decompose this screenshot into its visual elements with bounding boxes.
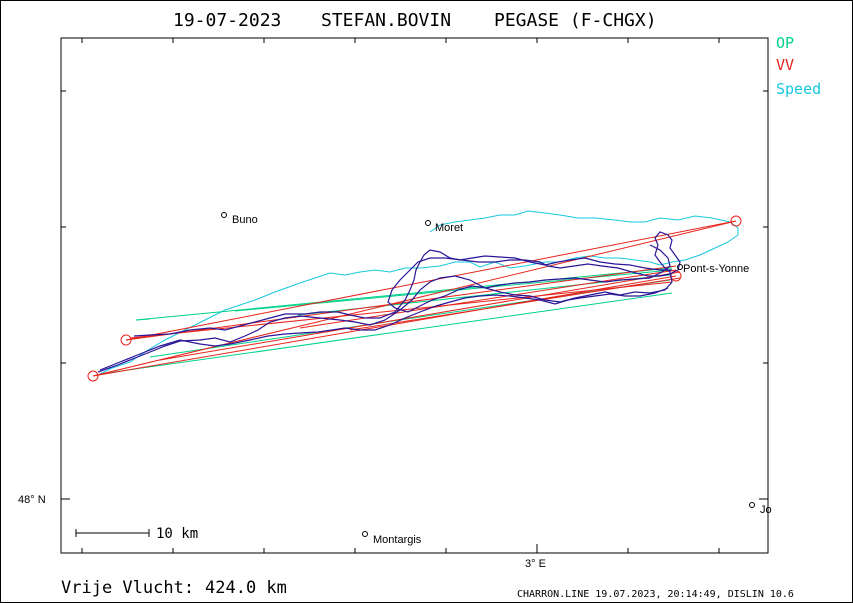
lat-label: 48° N — [18, 494, 46, 506]
flight-track — [97, 231, 681, 373]
lon-label: 3° E — [525, 558, 546, 570]
header-glider: PEGASE (F-CHGX) — [494, 10, 657, 31]
flight-track-3 — [99, 287, 669, 371]
header-pilot: STEFAN.BOVIN — [321, 10, 451, 31]
svg-text:Jo: Jo — [760, 504, 772, 516]
svg-text:Buno: Buno — [232, 214, 258, 226]
town-buno: Buno — [221, 212, 258, 226]
legend-vv: VV — [776, 56, 794, 74]
turnpoint-east — [730, 215, 742, 227]
plot-area — [60, 37, 769, 554]
town-moret: Moret — [425, 220, 463, 234]
legend-op: OP — [776, 34, 794, 52]
footer-text: CHARRON.LINE 19.07.2023, 20:14:49, DISLI… — [517, 589, 794, 600]
turnpoint-start — [87, 370, 99, 382]
scale-bar: 10 km — [75, 526, 198, 542]
town-montargis: Montargis — [362, 531, 422, 546]
distance-label: Vrije Vlucht: — [61, 578, 194, 598]
town-pont-s-yonne: Pont-s-Yonne — [677, 263, 749, 275]
right-ticks — [759, 90, 768, 500]
svg-text:Pont-s-Yonne: Pont-s-Yonne — [683, 263, 749, 275]
left-ticks — [61, 90, 70, 500]
flight-track-2 — [133, 249, 672, 337]
town-jo: Jo — [749, 502, 772, 516]
svg-text:Montargis: Montargis — [373, 534, 422, 546]
distance-value: 424.0 km — [205, 578, 287, 598]
turnpoint-west — [120, 334, 132, 346]
bottom-ticks — [81, 544, 720, 553]
scale-label: 10 km — [156, 526, 198, 542]
speed-track — [97, 210, 739, 376]
top-ticks — [81, 38, 720, 43]
vv-legs — [92, 220, 737, 377]
legend-speed: Speed — [776, 80, 821, 98]
header-date: 19-07-2023 — [173, 10, 281, 31]
svg-text:Moret: Moret — [435, 222, 463, 234]
